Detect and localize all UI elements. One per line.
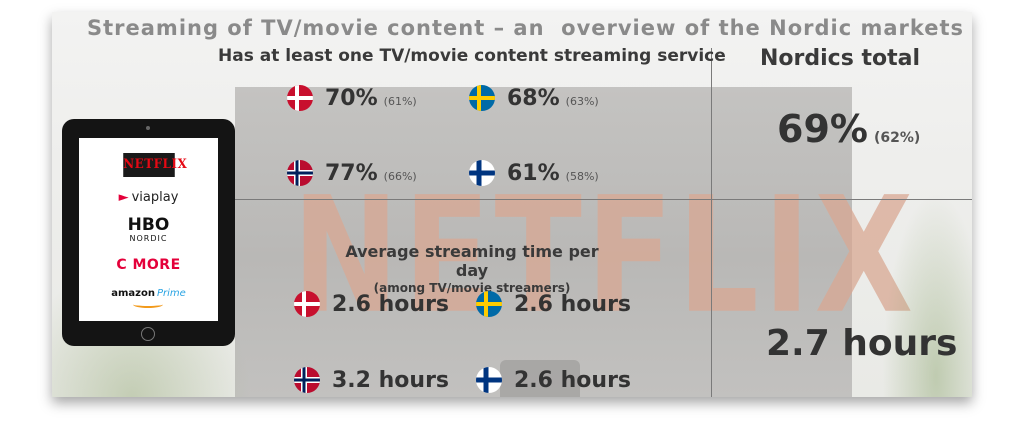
background-remote [500, 360, 580, 397]
tablet-screen: NETFLIX ► viaplay HBO NORDIC C MORE amazon… [79, 138, 218, 321]
denmark-flag-icon [287, 85, 313, 111]
netflix-logo: NETFLIX [123, 153, 187, 177]
amazon-smile-icon [133, 301, 163, 308]
hbo-nordic-wordmark: NORDIC [129, 234, 168, 243]
nordics-access-previous: (62%) [873, 130, 921, 146]
amazon-wordmark: amazon [111, 288, 155, 299]
background-plant-right [882, 192, 972, 397]
norway-flag-icon [287, 160, 313, 186]
stat-value: 2.6 hours [332, 291, 450, 317]
nordics-access-percent: 69% [777, 107, 868, 151]
time-subheading: (among TV/movie streamers) [373, 281, 571, 295]
stat-time-denmark: 2.6 hours [294, 291, 449, 317]
viaplay-arrow-icon: ► [118, 190, 129, 205]
viaplay-logo: ► viaplay [79, 190, 218, 205]
prime-wordmark: Prime [156, 288, 186, 299]
nordics-total-heading: Nordics total [760, 46, 920, 71]
background-netflix-text: NETFLIX [292, 163, 918, 350]
stat-value: 68% [507, 85, 560, 111]
stat-time-sweden: 2.6 hours [476, 291, 631, 317]
stat-previous: (58%) [565, 169, 599, 183]
nordics-access-value: 69% (62%) [777, 107, 920, 151]
norway-flag-icon [294, 367, 320, 393]
stat-value: 70% [325, 85, 378, 111]
sweden-flag-icon [469, 85, 495, 111]
hbo-nordic-logo: HBO NORDIC [79, 216, 218, 243]
time-heading-block: Average streaming time per day (among TV… [337, 242, 607, 295]
finland-flag-icon [476, 367, 502, 393]
stat-value: 61% [507, 160, 560, 186]
slide-title: Streaming of TV/movie content – an overv… [87, 16, 965, 40]
cmore-logo: C MORE [116, 257, 181, 273]
finland-flag-icon [469, 160, 495, 186]
stat-time-finland: 2.6 hours [476, 367, 631, 393]
stat-value: 3.2 hours [332, 367, 450, 393]
stat-value: 77% [325, 160, 378, 186]
slide: NETFLIX Streaming of TV/movie content – … [52, 12, 972, 397]
tablet-home-button [141, 327, 155, 341]
background-tv-screen [235, 87, 852, 397]
time-heading: Average streaming time per day [345, 242, 599, 280]
stat-access-sweden: 68% (63%) [469, 85, 599, 111]
stat-previous: (66%) [383, 169, 417, 183]
tablet-device: NETFLIX ► viaplay HBO NORDIC C MORE amazon… [62, 119, 235, 346]
hbo-wordmark: HBO [127, 215, 170, 235]
sweden-flag-icon [476, 291, 502, 317]
amazon-prime-logo: amazon Prime [79, 288, 218, 308]
stat-time-norway: 3.2 hours [294, 367, 449, 393]
vertical-divider [711, 48, 712, 397]
access-heading: Has at least one TV/movie content stream… [218, 46, 726, 66]
denmark-flag-icon [294, 291, 320, 317]
viaplay-wordmark: viaplay [131, 190, 179, 205]
stat-previous: (63%) [565, 94, 599, 108]
nordics-time-value: 2.7 hours [766, 323, 958, 364]
stat-value: 2.6 hours [514, 291, 632, 317]
stat-access-denmark: 70% (61%) [287, 85, 417, 111]
stat-access-finland: 61% (58%) [469, 160, 599, 186]
tablet-camera [146, 126, 150, 130]
horizontal-divider [235, 199, 972, 200]
stat-previous: (61%) [383, 94, 417, 108]
stat-access-norway: 77% (66%) [287, 160, 417, 186]
stat-value: 2.6 hours [514, 367, 632, 393]
